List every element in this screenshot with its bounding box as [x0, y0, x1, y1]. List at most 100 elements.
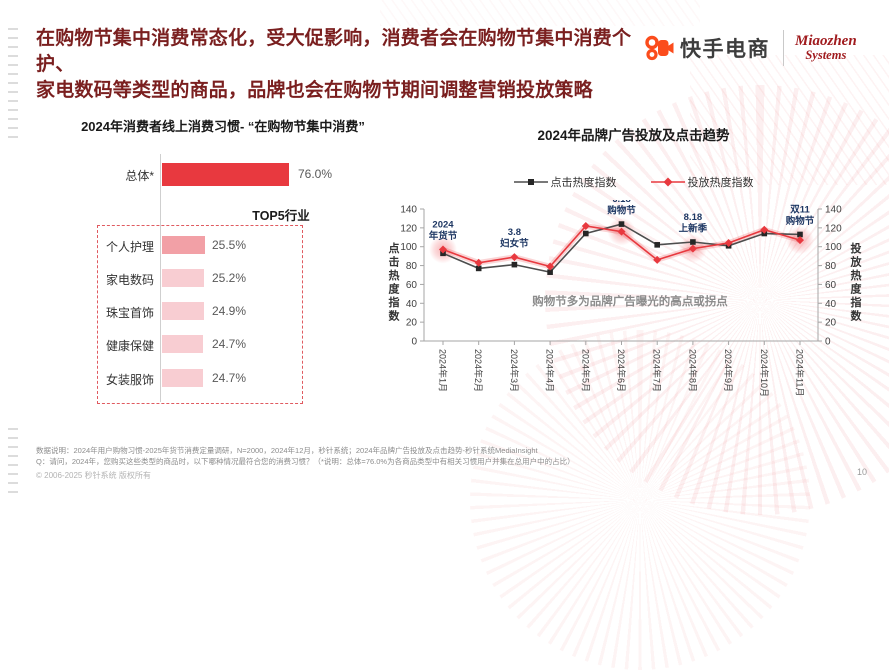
y-axis-title-right: 投放热度指数	[850, 241, 863, 323]
y-tick-label-right: 60	[825, 280, 837, 291]
x-tick-label: 2024年5月	[580, 349, 591, 392]
y-tick-label-left: 0	[411, 337, 417, 348]
top5-header: TOP5行业	[252, 209, 310, 223]
legend-square-marker-icon	[513, 179, 548, 185]
bar-category-label: 女装服饰	[105, 373, 154, 387]
kuaishou-logo-text: 快手电商	[680, 38, 770, 61]
copyright: © 2006-2025 秒针系统 版权所有	[36, 471, 151, 480]
bar-category-label: 家电数码	[105, 273, 154, 287]
chart-center-note: 购物节多为品牌广告曝光的高点或拐点	[532, 294, 728, 308]
spend-index-point	[581, 221, 590, 230]
click-index-point	[511, 261, 518, 268]
bar-chart-title: 2024年消费者线上消费习惯- “在购物节集中消费”	[81, 119, 365, 134]
bar-value-label: 24.7%	[212, 371, 247, 385]
click-index-point	[797, 231, 803, 238]
page-title: 在购物节集中消费常态化，受大促影响，消费者会在购物节集中消费个护、 家电数码等类…	[36, 26, 644, 104]
spend-index-point	[796, 236, 804, 245]
click-index-point	[475, 265, 482, 272]
bar-category-label: 总体*	[125, 169, 154, 183]
festival-annotation: 8.18 上新季	[679, 212, 708, 235]
brand-divider	[783, 30, 784, 66]
click-index-point	[547, 269, 553, 275]
bar-chart-axis-line	[160, 154, 161, 402]
bar-segment	[162, 335, 204, 353]
x-tick-label: 2024年9月	[723, 349, 734, 392]
chart-legend: 点击热度指数 投放热度指数	[378, 174, 889, 190]
y-tick-label-left: 40	[406, 299, 418, 310]
click-index-point	[654, 242, 660, 248]
top5-dashed-box	[97, 225, 303, 404]
y-tick-label-right: 100	[825, 242, 842, 253]
trend-chart-plot: 0 0 20 20 40 40 60 60 80 80 100 100 120 120 140 140 点击热度…	[389, 200, 863, 397]
data-notes: 数据说明：2024年用户购物习惯-2025年货节消费定量调研，N=2000，20…	[36, 445, 866, 467]
bar-category-label: 珠宝首饰	[105, 306, 154, 320]
y-tick-label-right: 0	[825, 337, 831, 348]
y-tick-label-left: 100	[400, 242, 417, 253]
bar-segment	[162, 269, 205, 287]
spend-index-point	[546, 262, 555, 271]
y-tick-label-left: 140	[400, 205, 417, 216]
bar-segment	[162, 236, 205, 254]
miaozhen-logo: Miaozhen Systems	[795, 32, 857, 63]
page-title-line2: 家电数码等类型的商品，品牌也会在购物节期间调整营销投放策略	[36, 80, 593, 101]
ad-trend-line-chart: 2024年品牌广告投放及点击趋势 点击热度指数 投放热度指数 0 0 20 20 40 40…	[378, 112, 889, 434]
y-tick-label-right: 20	[825, 318, 837, 329]
legend-diamond-marker-icon	[650, 177, 685, 187]
spend-index-point	[724, 238, 733, 247]
miaozhen-logo-line1: Miaozhen	[795, 32, 857, 49]
click-index-point	[583, 230, 589, 237]
bar-value-label: 76.0%	[298, 167, 333, 181]
festival-annotation: 双11 购物节	[786, 204, 815, 227]
legend-label: 点击热度指数	[550, 177, 617, 189]
left-edge-dash-decoration-bottom	[8, 428, 18, 494]
festival-annotation: 2024 年货节	[429, 220, 458, 242]
spend-index-point	[474, 258, 483, 267]
x-tick-label: 2024年6月	[616, 349, 627, 392]
spend-index-point	[439, 245, 447, 254]
page-title-line1: 在购物节集中消费常态化，受大促影响，消费者会在购物节集中消费个护、	[36, 28, 632, 75]
festival-annotation: 6.18购物节	[607, 200, 636, 217]
miaozhen-logo-line2: Systems	[805, 48, 847, 63]
x-tick-label: 2024年4月	[545, 349, 556, 392]
spend-index-point	[617, 227, 626, 236]
consumer-habit-bar-chart: 2024年消费者线上消费习惯- “在购物节集中消费” TOP5行业 总体* 76.…	[58, 110, 388, 415]
x-tick-label: 2024年8月	[687, 349, 698, 392]
line-chart-title: 2024年品牌广告投放及点击趋势	[537, 128, 730, 143]
kuaishou-logo-icon	[645, 35, 674, 61]
click-index-point	[618, 221, 625, 227]
x-tick-label: 2024年7月	[652, 349, 663, 392]
spend-index-point	[510, 253, 519, 262]
y-tick-label-left: 20	[406, 318, 418, 329]
bar-category-label: 个人护理	[105, 240, 154, 254]
bar-value-label: 24.7%	[212, 337, 247, 351]
click-index-point	[690, 239, 696, 245]
bar-segment	[162, 369, 204, 387]
x-tick-label: 2024年10月	[759, 349, 770, 397]
bar-value-label: 25.5%	[212, 238, 247, 252]
bar-segment	[162, 162, 289, 186]
data-note-line2: Q：请问，2024年，您购买这些类型的商品时，以下哪种情况最符合您的消费习惯？（…	[36, 457, 575, 466]
x-tick-label: 2024年1月	[438, 349, 449, 392]
legend-item-spend-index: 投放热度指数	[650, 174, 754, 190]
x-tick-label: 2024年3月	[509, 349, 520, 392]
bar-category-label: 健康保健	[105, 339, 154, 353]
bar-value-label: 24.9%	[212, 304, 247, 318]
y-tick-label-right: 140	[825, 205, 842, 216]
y-tick-label-left: 80	[406, 261, 418, 272]
x-tick-label: 2024年2月	[473, 349, 484, 392]
y-tick-label-right: 40	[825, 299, 837, 310]
y-tick-label-left: 60	[406, 280, 418, 291]
bar-value-label: 25.2%	[212, 271, 247, 285]
page-number: 10	[856, 467, 867, 477]
y-tick-label-right: 120	[825, 223, 842, 234]
spend-index-point	[688, 244, 697, 253]
spend-index-point	[760, 225, 769, 234]
x-tick-label: 2024年11月	[795, 349, 806, 396]
y-tick-label-left: 120	[400, 223, 417, 234]
festival-annotation: 3.8 妇女节	[499, 227, 529, 250]
left-edge-dash-decoration	[8, 28, 18, 140]
brand-logos: 快手电商 Miaozhen Systems	[644, 30, 857, 66]
bar-segment	[162, 302, 204, 320]
hatch-decoration-header	[380, 0, 700, 26]
legend-label: 投放热度指数	[687, 177, 754, 189]
